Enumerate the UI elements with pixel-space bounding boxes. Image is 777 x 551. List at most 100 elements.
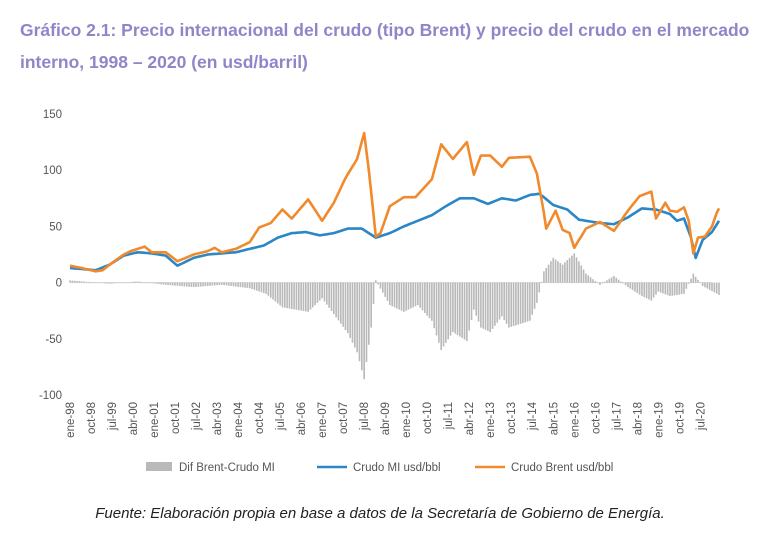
dif-bar [248, 282, 251, 289]
dif-bar [673, 282, 676, 296]
dif-bar [178, 282, 181, 286]
x-tick-label: oct-19 [674, 402, 686, 434]
dif-bar [356, 282, 358, 353]
dif-bar [414, 282, 417, 307]
dif-bar [582, 269, 585, 283]
dif-bar [452, 282, 454, 333]
dif-bar [141, 282, 144, 283]
dif-bar [213, 282, 216, 286]
dif-bar [202, 282, 204, 287]
dif-bar [508, 282, 510, 328]
dif-bar [447, 282, 450, 340]
dif-bar [204, 282, 207, 287]
dif-bar [498, 282, 501, 320]
dif-bar [564, 262, 566, 283]
x-tick-label: jul-11 [443, 402, 455, 430]
dif-bar [454, 282, 457, 334]
dif-bar [290, 282, 293, 309]
x-tick-label: jul-14 [527, 401, 539, 431]
dif-bar [104, 282, 106, 284]
dif-bar [335, 282, 337, 318]
x-tick-label: jul-20 [695, 402, 707, 431]
dif-bar [627, 282, 629, 288]
dif-bar [339, 282, 342, 324]
dif-bar [536, 282, 538, 303]
x-tick-label: oct-98 [86, 402, 98, 434]
dif-bar [617, 279, 620, 283]
dif-bar [375, 280, 377, 283]
dif-bar [601, 282, 604, 284]
dif-bar [435, 282, 438, 336]
dif-bar [304, 282, 307, 312]
dif-bar [134, 281, 137, 283]
dif-bar [241, 282, 244, 288]
dif-bar [199, 282, 202, 287]
y-tick-label: 50 [49, 221, 62, 233]
dif-bar [197, 282, 200, 287]
legend-dif-label: Dif Brent-Crudo MI [179, 462, 275, 474]
dif-bar [272, 282, 274, 300]
dif-bar [407, 282, 410, 310]
dif-bar [687, 282, 690, 284]
dif-bar [400, 282, 403, 311]
dif-bar [496, 282, 499, 323]
chart-title: Gráfico 2.1: Precio internacional del cr… [20, 20, 750, 72]
dif-bar [491, 282, 494, 329]
dif-bar [620, 281, 622, 283]
dif-bar [255, 282, 258, 291]
x-tick-label: abr-12 [464, 402, 476, 435]
dif-bar [461, 282, 464, 339]
dif-bar [218, 282, 221, 286]
dif-bar [328, 282, 330, 308]
dif-bar [524, 282, 527, 323]
dif-bar [575, 257, 578, 283]
dif-bar [216, 282, 218, 286]
dif-bar [690, 278, 692, 283]
dif-bar [351, 282, 354, 343]
dif-bar [311, 282, 314, 308]
dif-bar [701, 282, 704, 286]
dif-bar [176, 282, 179, 286]
x-tick-label: ene-98 [65, 402, 77, 438]
brent-line [69, 131, 721, 273]
dif-bar [531, 282, 534, 315]
dif-bar [274, 282, 277, 302]
dif-bar [183, 282, 186, 287]
dif-bar [211, 282, 214, 286]
dif-bar [148, 282, 151, 284]
dif-bar [648, 282, 650, 300]
dif-bar [209, 282, 211, 286]
dif-bar [157, 282, 160, 285]
dif-bar [155, 282, 158, 284]
dif-bar [297, 282, 300, 311]
dif-bar [267, 282, 270, 296]
dif-bar [708, 282, 711, 290]
dif-bar [550, 261, 552, 283]
dif-bar [613, 275, 615, 283]
dif-bar [552, 257, 555, 283]
dif-bar [365, 282, 368, 363]
dif-bar [396, 282, 398, 309]
dif-bar [615, 277, 618, 283]
dif-bar [69, 280, 71, 283]
dif-bar [643, 282, 646, 298]
x-tick-label: jul-02 [191, 402, 203, 431]
dif-bar [188, 282, 190, 287]
dif-bar [428, 282, 431, 319]
dif-bar [592, 279, 594, 283]
dif-bar [426, 282, 429, 316]
dif-bar [325, 282, 328, 305]
dif-bar [494, 282, 496, 326]
dif-bar [470, 282, 473, 321]
dif-bar [463, 282, 466, 340]
dif-bar [181, 282, 183, 287]
dif-bar [445, 282, 447, 343]
dif-bar [571, 255, 573, 283]
dif-bar [265, 282, 267, 294]
dif-bar [711, 282, 713, 292]
dif-bar [111, 282, 113, 284]
dif-bar [108, 282, 111, 284]
dif-bar [489, 282, 492, 333]
dif-bar [246, 282, 249, 288]
x-tick-label: ene-13 [485, 402, 497, 438]
